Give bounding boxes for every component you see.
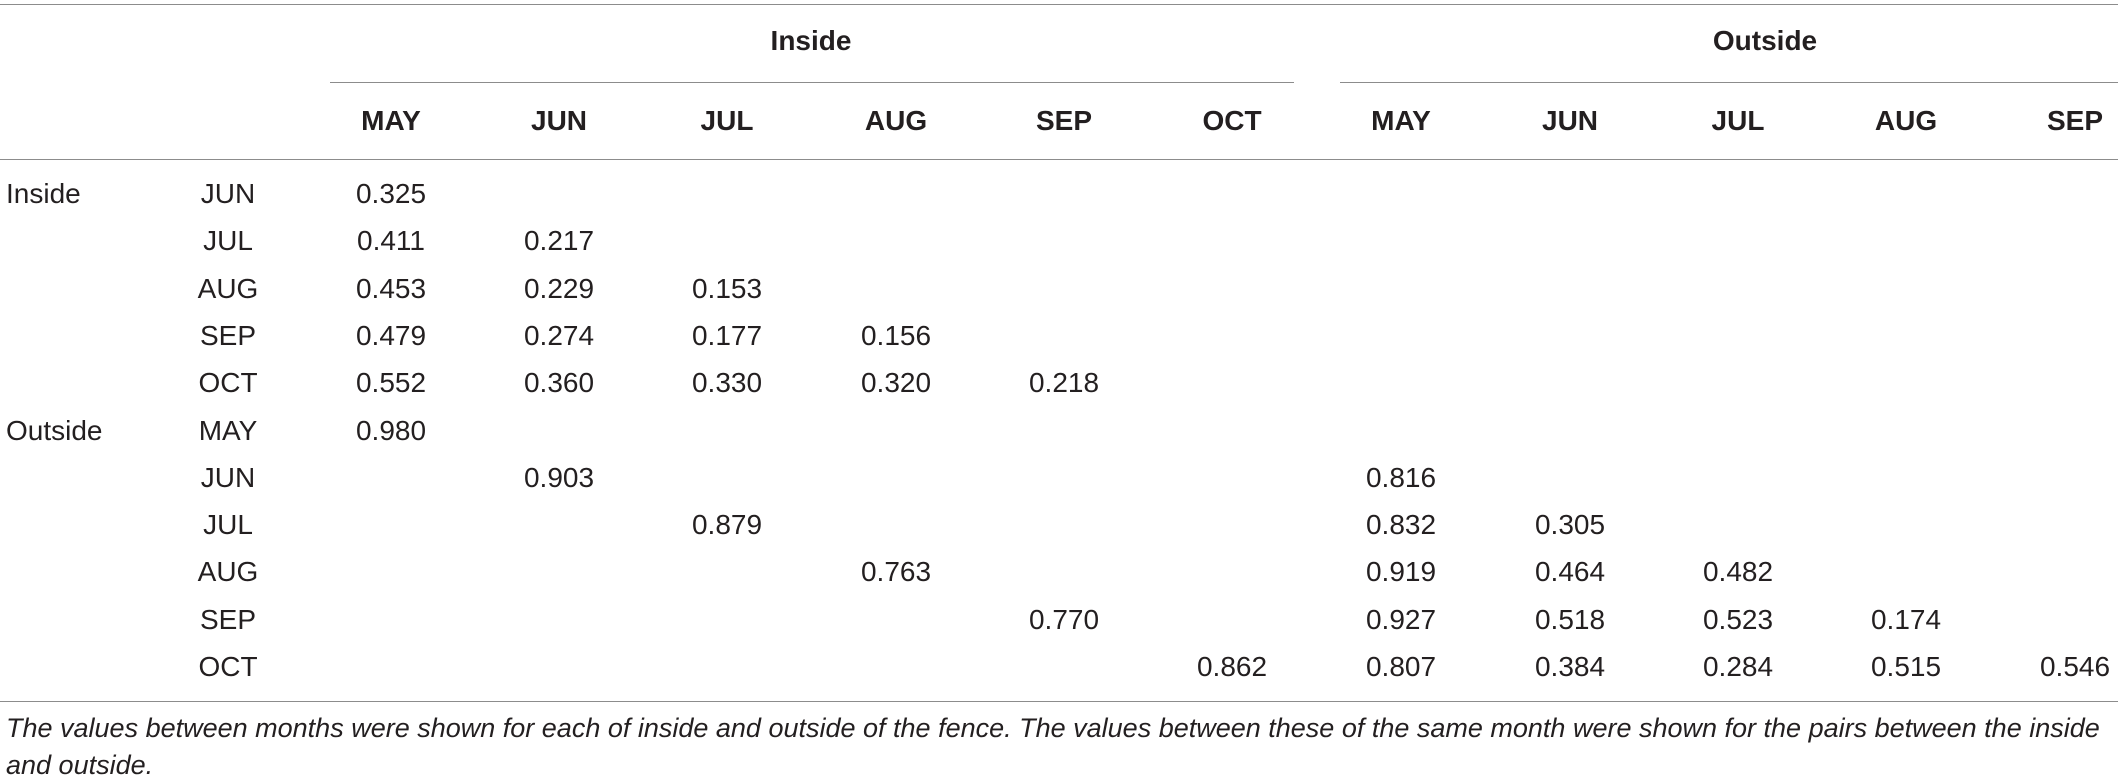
row-month-label: MAY — [198, 414, 258, 446]
table-cell: 0.411 — [357, 225, 425, 257]
table-cell: 0.903 — [523, 461, 595, 493]
row-month-label: JUN — [200, 461, 256, 493]
row-month-label: OCT — [198, 367, 258, 399]
column-header: OCT — [1202, 105, 1262, 136]
row-group-label: Inside — [6, 178, 81, 209]
column-header: MAY — [361, 105, 421, 136]
column-header: JUL — [700, 105, 754, 136]
table-cell: 0.980 — [355, 414, 427, 446]
inside-group-underline — [330, 82, 1294, 83]
row-month-label: AUG — [197, 556, 259, 588]
table-cell: 0.384 — [1534, 651, 1606, 682]
table-cell: 0.807 — [1365, 651, 1437, 682]
table-top-rule — [0, 4, 2118, 5]
table-cell: 0.832 — [1365, 509, 1437, 541]
table-cell: 0.515 — [1870, 651, 1942, 682]
table-cell: 0.274 — [523, 319, 595, 351]
group-header-outside: Outside — [1712, 25, 1818, 56]
table-cell: 0.305 — [1534, 509, 1606, 541]
column-header: MAY — [1371, 105, 1431, 136]
row-month-label: SEP — [199, 603, 257, 635]
table-cell: 0.229 — [523, 272, 595, 304]
table-cell: 0.153 — [691, 272, 763, 304]
column-header: AUG — [864, 105, 928, 136]
table-cell: 0.218 — [1028, 367, 1100, 399]
header-bottom-rule — [0, 159, 2118, 160]
table-cell: 0.763 — [860, 556, 932, 588]
column-header: AUG — [1874, 105, 1938, 136]
table-cell: 0.325 — [355, 178, 427, 209]
table-cell: 0.770 — [1028, 603, 1100, 635]
outside-group-underline — [1340, 82, 2118, 83]
table-cell: 0.546 — [2039, 651, 2111, 682]
table-cell: 0.320 — [860, 367, 932, 399]
table-cell: 0.927 — [1365, 603, 1437, 635]
table-cell: 0.156 — [860, 319, 932, 351]
table-cell: 0.464 — [1534, 556, 1606, 588]
row-group-label: Outside — [6, 414, 103, 446]
row-month-label: JUN — [200, 178, 256, 209]
table-cell: 0.174 — [1870, 603, 1942, 635]
table-cell: 0.518 — [1534, 603, 1606, 635]
table-cell: 0.479 — [355, 319, 427, 351]
table-cell: 0.552 — [355, 367, 427, 399]
column-header: JUN — [530, 105, 588, 136]
table-cell: 0.453 — [355, 272, 427, 304]
table-cell: 0.360 — [523, 367, 595, 399]
row-month-label: AUG — [197, 272, 259, 304]
column-header: JUN — [1541, 105, 1599, 136]
row-month-label: JUL — [203, 509, 253, 541]
table-cell: 0.330 — [691, 367, 763, 399]
row-month-label: SEP — [199, 319, 257, 351]
column-header: SEP — [2046, 105, 2104, 136]
column-header: JUL — [1711, 105, 1765, 136]
table-cell: 0.919 — [1365, 556, 1437, 588]
table-cell: 0.177 — [691, 319, 763, 351]
row-month-label: JUL — [203, 225, 253, 257]
table-cell: 0.816 — [1365, 461, 1437, 493]
column-header: SEP — [1035, 105, 1093, 136]
table-cell: 0.482 — [1702, 556, 1774, 588]
table-cell: 0.284 — [1702, 651, 1774, 682]
table-cell: 0.862 — [1196, 651, 1268, 682]
table-footnote: The values between months were shown for… — [6, 713, 2100, 780]
table-cell: 0.523 — [1702, 603, 1774, 635]
table-cell: 0.879 — [691, 509, 763, 541]
table-cell: 0.217 — [523, 225, 595, 257]
row-month-label: OCT — [198, 651, 258, 682]
table-bottom-rule — [0, 701, 2118, 702]
group-header-inside: Inside — [770, 25, 852, 56]
